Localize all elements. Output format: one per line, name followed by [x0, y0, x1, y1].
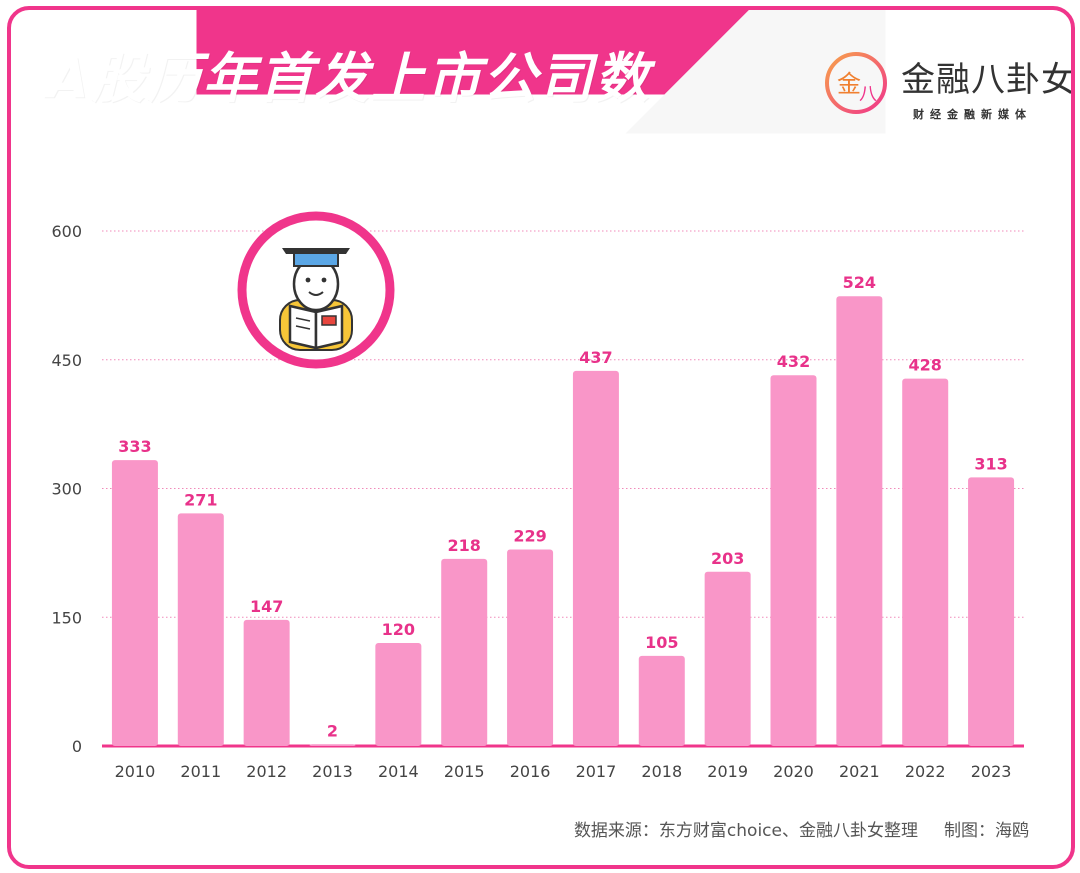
x-tick-label: 2014	[378, 762, 419, 781]
x-tick-label: 2017	[576, 762, 617, 781]
bar-2015	[441, 558, 488, 746]
bar-2022	[902, 378, 949, 746]
graduate-reading-icon	[237, 211, 395, 369]
brand-logo: 金 八 金融八卦女 财经金融新媒体	[823, 46, 1071, 126]
x-tick-label: 2020	[773, 762, 814, 781]
x-tick-label: 2011	[180, 762, 221, 781]
y-tick-label: 450	[51, 351, 82, 370]
data-label: 271	[184, 490, 217, 509]
data-label: 428	[909, 356, 942, 375]
data-label: 203	[711, 549, 744, 568]
data-label: 432	[777, 352, 810, 371]
data-label: 105	[645, 633, 678, 652]
bar-2020	[770, 375, 817, 746]
bar-2010	[111, 460, 158, 746]
bars-layer	[111, 296, 1015, 746]
bar-2016	[507, 549, 554, 746]
source-note: 数据来源：东方财富choice、金融八卦女整理 制图：海鸥	[574, 816, 1029, 841]
x-tick-label: 2022	[905, 762, 946, 781]
x-tick-label: 2010	[115, 762, 156, 781]
data-label: 147	[250, 597, 283, 616]
author-text: 制图：海鸥	[944, 821, 1029, 841]
bar-2013	[309, 744, 356, 746]
brand-logo-mark: 金 八	[825, 52, 887, 114]
x-tick-label: 2012	[246, 762, 287, 781]
svg-text:八: 八	[859, 84, 877, 105]
y-tick-layer: 0 150 300 450 600	[51, 222, 82, 756]
labels-layer: 333 271 147 2 120 218 229 437 105 203 432 524 428 313	[118, 273, 1008, 740]
bar-2014	[375, 643, 422, 746]
bar-2021	[836, 296, 883, 746]
x-tick-label: 2015	[444, 762, 485, 781]
data-label: 120	[382, 620, 415, 639]
data-label: 218	[448, 536, 481, 555]
header-band	[196, 10, 886, 134]
y-tick-label: 0	[72, 737, 82, 756]
x-tick-label: 2023	[971, 762, 1012, 781]
x-tick-layer: 2010 2011 2012 2013 2014 2015 2016 2017 2018 2019…	[115, 762, 1012, 781]
data-label: 313	[974, 454, 1007, 473]
svg-text:金: 金	[837, 70, 861, 98]
bar-2011	[177, 513, 224, 746]
x-tick-label: 2013	[312, 762, 353, 781]
data-label: 229	[513, 526, 546, 545]
data-label: 524	[843, 273, 876, 292]
chart-title: A股历年首发上市公司数	[47, 47, 651, 110]
x-tick-label: 2021	[839, 762, 880, 781]
bar-2018	[638, 655, 685, 746]
bar-2019	[704, 571, 751, 746]
x-tick-label: 2018	[641, 762, 682, 781]
bar-2023	[968, 477, 1015, 746]
y-tick-label: 150	[51, 608, 82, 627]
y-tick-label: 600	[51, 222, 82, 241]
brand-name: 金融八卦女	[901, 60, 1075, 100]
x-tick-label: 2019	[707, 762, 748, 781]
brand-tagline: 财经金融新媒体	[913, 108, 1032, 121]
data-label: 437	[579, 348, 612, 367]
y-tick-label: 300	[51, 480, 82, 499]
source-text: 数据来源：东方财富choice、金融八卦女整理	[573, 821, 918, 841]
title-banner	[196, 10, 749, 95]
bar-2012	[243, 619, 290, 746]
bar-2017	[572, 370, 619, 746]
x-tick-label: 2016	[510, 762, 551, 781]
data-label: 333	[118, 437, 151, 456]
data-label: 2	[327, 721, 338, 740]
logo-backdrop	[625, 10, 886, 134]
